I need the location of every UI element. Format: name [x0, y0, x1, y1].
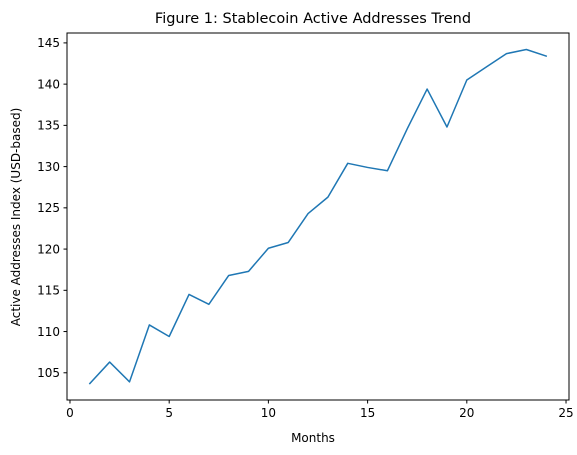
y-axis-label: Active Addresses Index (USD-based) [9, 108, 23, 327]
chart-title: Figure 1: Stablecoin Active Addresses Tr… [155, 11, 471, 27]
plot-frame [66, 32, 570, 401]
y-tick-label: 120 [37, 242, 60, 256]
plot-area [66, 32, 570, 401]
y-tick-label: 110 [37, 325, 60, 339]
x-axis-label: Months [291, 431, 335, 445]
y-tick-label: 130 [37, 160, 60, 174]
y-tick-label: 135 [37, 119, 60, 133]
y-tick-label: 145 [37, 36, 60, 50]
series-line-0 [88, 48, 548, 385]
x-tick-label: 20 [459, 406, 474, 420]
x-tick-label: 10 [261, 406, 276, 420]
y-axis: 105 110 115 120 125 130 135 140 145 [37, 36, 67, 380]
y-tick-label: 105 [37, 366, 60, 380]
y-tick-label: 115 [37, 284, 60, 298]
x-axis: 0 5 10 15 20 25 [66, 400, 574, 420]
y-tick-label: 125 [37, 201, 60, 215]
y-tick-label: 140 [37, 77, 60, 91]
x-tick-label: 15 [360, 406, 375, 420]
x-tick-label: 25 [558, 406, 573, 420]
x-tick-label: 5 [165, 406, 173, 420]
x-tick-label: 0 [66, 406, 74, 420]
